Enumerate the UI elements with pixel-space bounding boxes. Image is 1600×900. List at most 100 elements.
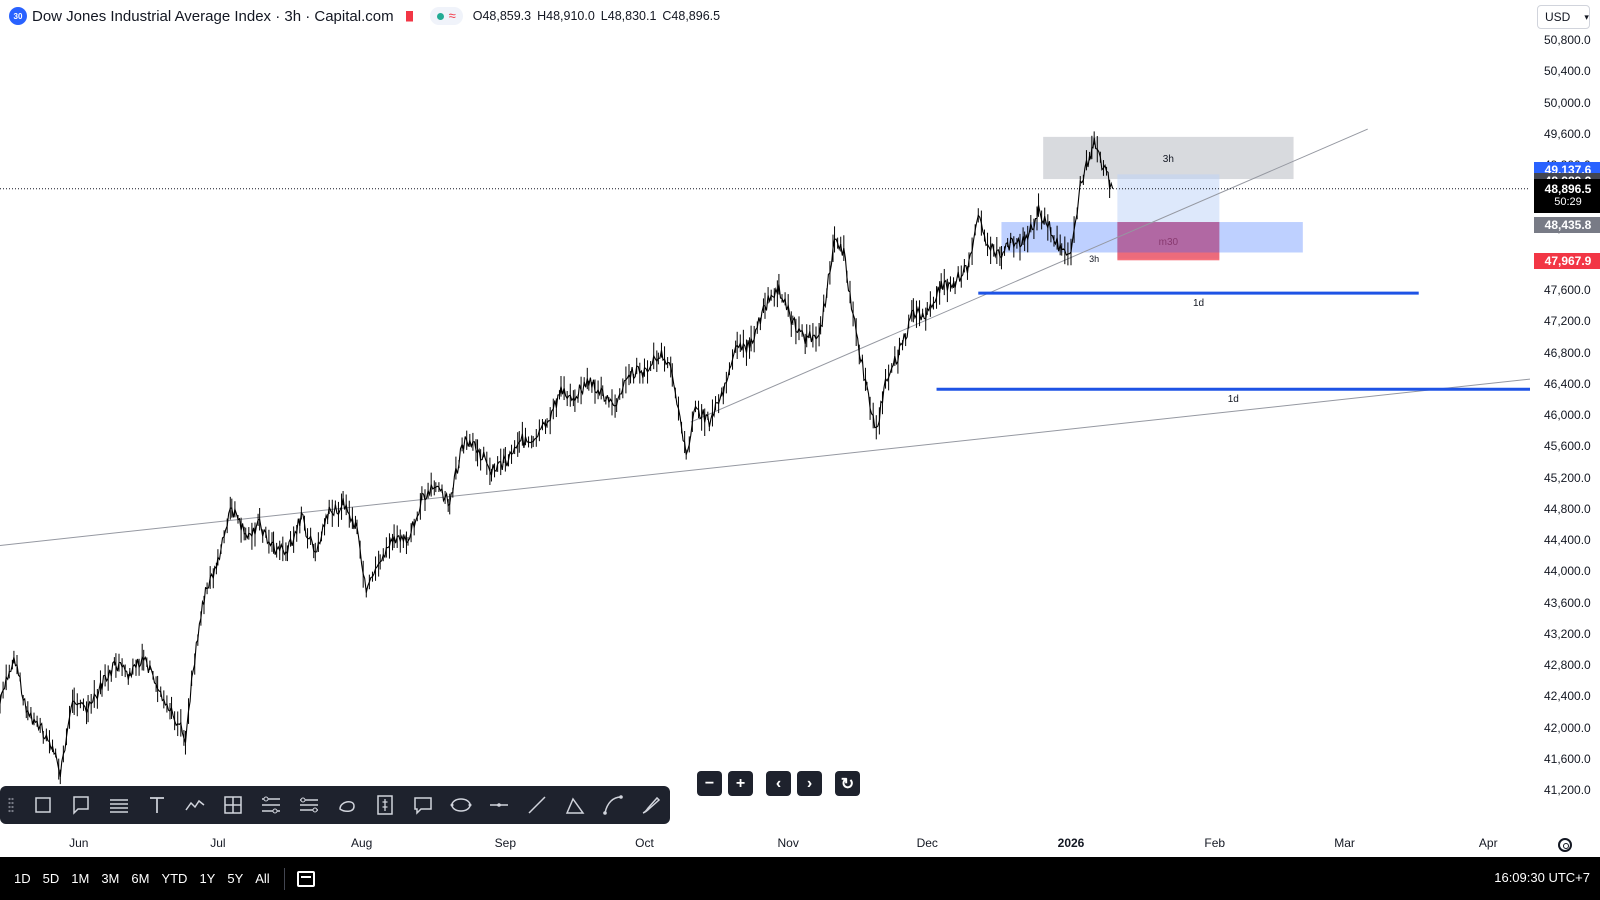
time-tick-label: Feb bbox=[1204, 836, 1226, 850]
level-label-0: 1d bbox=[1193, 298, 1204, 309]
price-line bbox=[0, 137, 1114, 777]
chart-header: 30 Dow Jones Industrial Average Index · … bbox=[0, 0, 1530, 32]
price-tick-label: 49,600.0 bbox=[1544, 126, 1591, 141]
callout-flag-button[interactable] bbox=[62, 789, 100, 821]
time-tick-label: Sep bbox=[494, 836, 517, 850]
trendline-0 bbox=[690, 128, 1368, 423]
zone-label-0: 3h bbox=[1163, 154, 1174, 165]
price-label-icon bbox=[377, 795, 393, 815]
scroll-left-button[interactable]: ‹ bbox=[766, 771, 791, 796]
price-tick-label: 47,600.0 bbox=[1544, 283, 1591, 297]
chart-title[interactable]: Dow Jones Industrial Average Index · 3h … bbox=[32, 7, 394, 25]
range-button-3m[interactable]: 3M bbox=[101, 871, 120, 886]
range-button-all[interactable]: All bbox=[255, 871, 270, 886]
price-tick-label: 41,600.0 bbox=[1544, 751, 1591, 766]
ohlc-open: O48,859.3 bbox=[472, 9, 532, 23]
settings-icon[interactable] bbox=[1558, 838, 1572, 852]
price-tick-label: 50,000.0 bbox=[1544, 95, 1591, 110]
price-tag-last: 48,896.5 50:29 bbox=[1534, 178, 1600, 213]
price-tick-label: 45,200.0 bbox=[1544, 470, 1591, 485]
price-tick-label: 44,400.0 bbox=[1544, 533, 1591, 547]
flag-icon[interactable] bbox=[405, 10, 418, 22]
price-chart[interactable]: 3h m30 1d 1d 3h bbox=[0, 0, 1530, 830]
price-tick-label: 42,800.0 bbox=[1544, 658, 1591, 672]
drag-handle-icon[interactable] bbox=[8, 797, 14, 813]
ohlc-low: L48,830.1 bbox=[600, 9, 657, 23]
price-tick-label: 46,000.0 bbox=[1544, 408, 1591, 422]
divider bbox=[283, 867, 285, 890]
fib-levels-button[interactable] bbox=[252, 789, 290, 821]
time-tick-label: Apr bbox=[1478, 836, 1498, 850]
path-tool-button[interactable] bbox=[176, 789, 214, 821]
range-button-5d[interactable]: 5D bbox=[42, 871, 60, 886]
text-tool-icon bbox=[150, 797, 164, 813]
price-tick-label: 44,800.0 bbox=[1544, 501, 1591, 516]
time-tick-label: Jun bbox=[69, 836, 89, 850]
last-price-label: 48,896.5 bbox=[1544, 181, 1592, 196]
range-button-1y[interactable]: 1Y bbox=[199, 871, 216, 886]
arc-tool-icon bbox=[603, 795, 623, 815]
clock[interactable]: 16:09:30 UTC+7 bbox=[1494, 870, 1590, 885]
scroll-right-button[interactable]: › bbox=[797, 771, 822, 796]
crosshair-box-icon bbox=[224, 796, 242, 814]
time-tick-label: Aug bbox=[350, 836, 373, 850]
currency-selector[interactable]: USD ▾ bbox=[1537, 5, 1590, 29]
price-tick-label: 41,200.0 bbox=[1544, 783, 1591, 797]
bottom-bar: 1D 5D 1M 3M 6M YTD 1Y 5Y All 16:09:30 UTC+7 bbox=[0, 857, 1600, 900]
zone-3 bbox=[1001, 222, 1303, 253]
rotated-ellipse-button[interactable] bbox=[442, 789, 480, 821]
range-button-ytd[interactable]: YTD bbox=[161, 871, 188, 886]
text-tool-button[interactable] bbox=[138, 789, 176, 821]
trend-line-icon bbox=[528, 796, 546, 814]
brush-tool-button[interactable] bbox=[632, 789, 670, 821]
price-tag-support: 47,967.9 bbox=[1534, 253, 1600, 270]
market-status-pill[interactable]: ≈ bbox=[429, 7, 463, 25]
ellipse-tool-icon bbox=[339, 801, 355, 812]
range-button-6m[interactable]: 6M bbox=[131, 871, 150, 886]
range-button-1m[interactable]: 1M bbox=[71, 871, 90, 886]
horizontal-line-icon bbox=[490, 803, 508, 807]
price-tick-label: 47,200.0 bbox=[1544, 314, 1591, 329]
brush-tool-icon bbox=[642, 796, 661, 814]
time-axis[interactable]: Jun Jul Aug Sep Oct Nov Dec 2026 Feb Mar Apr bbox=[0, 830, 1530, 857]
trend-line-button[interactable] bbox=[518, 789, 556, 821]
zoom-out-button[interactable]: − bbox=[697, 771, 722, 796]
price-tick-label: 42,400.0 bbox=[1544, 689, 1591, 704]
ohlc-close: C48,896.5 bbox=[662, 9, 721, 23]
zoom-in-button[interactable]: + bbox=[728, 771, 753, 796]
rectangle-tool-button[interactable] bbox=[24, 789, 62, 821]
curve-tool-button[interactable] bbox=[556, 789, 594, 821]
wave-icon: ≈ bbox=[448, 8, 456, 23]
fib-levels-icon bbox=[262, 796, 280, 814]
go-to-date-icon[interactable] bbox=[296, 870, 315, 887]
price-tick-label: 42,000.0 bbox=[1544, 720, 1591, 735]
path-tool-icon bbox=[185, 799, 205, 811]
symbol-badge[interactable]: 30 bbox=[9, 7, 27, 25]
parallel-lines-icon bbox=[110, 799, 128, 813]
horizontal-line-button[interactable] bbox=[480, 789, 518, 821]
time-tick-label: Nov bbox=[777, 836, 799, 850]
gann-button[interactable] bbox=[290, 789, 328, 821]
reset-chart-button[interactable]: ↻ bbox=[835, 771, 860, 796]
crosshair-box-button[interactable] bbox=[214, 789, 252, 821]
price-series bbox=[0, 131, 1114, 785]
time-tick-label: Oct bbox=[635, 836, 654, 850]
price-tick-label: 43,600.0 bbox=[1544, 595, 1591, 610]
range-button-5y[interactable]: 5Y bbox=[227, 871, 244, 886]
time-tick-label: Jul bbox=[210, 836, 226, 850]
ellipse-tool-button[interactable] bbox=[328, 789, 366, 821]
parallel-lines-button[interactable] bbox=[100, 789, 138, 821]
comment-icon bbox=[414, 797, 432, 815]
arc-tool-button[interactable] bbox=[594, 789, 632, 821]
time-tick-label: 2026 bbox=[1057, 836, 1085, 850]
price-axis[interactable]: 50,800.050,400.050,000.049,600.049,200.0… bbox=[1530, 0, 1600, 857]
price-tick-label: 43,200.0 bbox=[1544, 626, 1591, 641]
zone-2 bbox=[1117, 222, 1220, 261]
ohlc-high: H48,910.0 bbox=[537, 9, 595, 23]
price-tick-label: 46,400.0 bbox=[1544, 376, 1591, 391]
price-label-button[interactable] bbox=[366, 789, 404, 821]
time-tick-label: Mar bbox=[1334, 836, 1355, 850]
chevron-down-icon: ▾ bbox=[1584, 11, 1589, 22]
comment-button[interactable] bbox=[404, 789, 442, 821]
range-button-1d[interactable]: 1D bbox=[14, 871, 31, 886]
